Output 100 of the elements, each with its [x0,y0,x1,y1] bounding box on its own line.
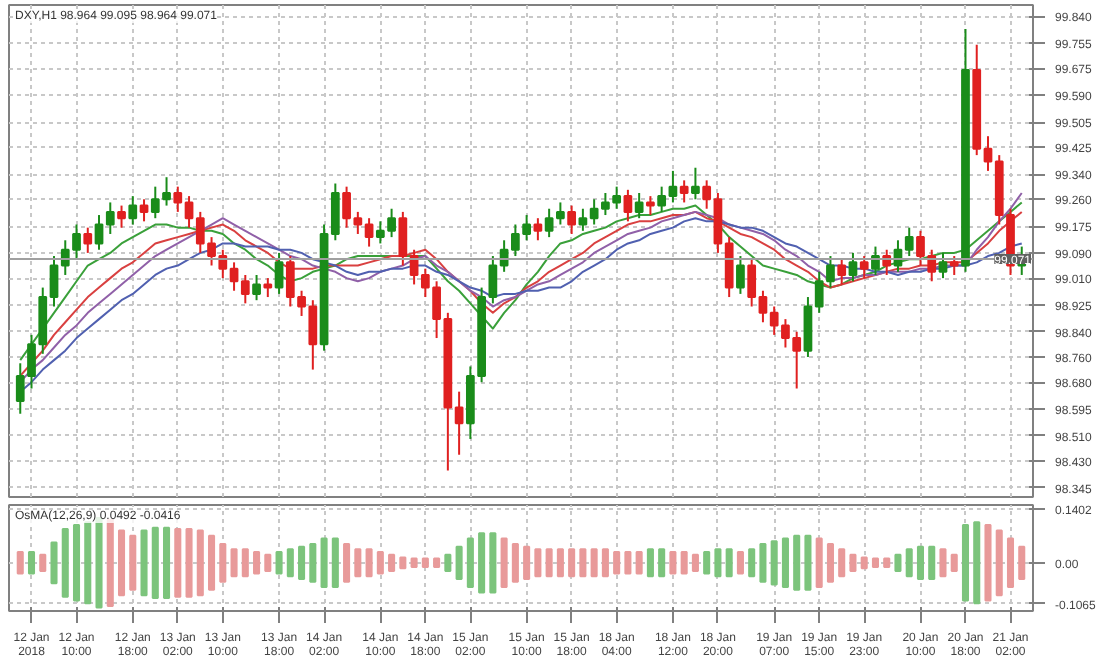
bar [804,534,812,591]
bar [185,527,193,598]
bar [61,527,69,598]
candlestick [859,255,869,280]
bar [455,545,463,581]
bar [534,548,542,578]
bar [523,545,531,581]
candlestick [848,251,858,283]
bar [871,557,879,569]
bar [759,542,767,583]
bar [343,542,351,583]
bar [399,556,407,570]
bar [815,537,823,589]
candlestick [139,198,149,223]
candlestick [837,258,847,286]
bar [500,537,508,589]
bar [27,551,36,575]
bar [275,551,283,575]
bar [354,548,362,578]
bar [916,545,924,581]
bar [725,548,733,578]
bar [174,527,182,598]
bar [388,553,396,572]
bar [241,548,249,578]
bar [376,551,384,575]
candlestick [679,179,689,204]
bar [680,551,688,575]
bar [826,542,834,583]
bar [410,557,418,569]
bar [433,557,441,569]
bar [1006,537,1015,589]
candlestick [252,273,261,302]
bar [208,534,216,591]
bar [219,542,227,583]
bar [995,529,1003,597]
bar [84,521,92,605]
bar [961,524,970,602]
bar [39,553,47,572]
bar [95,517,103,609]
candlestick [263,277,273,299]
bar [601,548,609,578]
candlestick [533,217,543,242]
candlestick [274,251,284,295]
candlestick [871,245,880,276]
bar [736,551,744,575]
bar [286,548,294,578]
bar [365,548,373,578]
bar [331,537,339,589]
bar [748,548,756,578]
bar [298,545,306,581]
bar [613,551,621,575]
bar [511,542,519,583]
bar [793,534,801,591]
bar [905,548,913,578]
bar [849,553,857,572]
bar [196,529,204,597]
bar [635,551,643,575]
bar [860,556,868,570]
bar [72,524,81,602]
candlestick [128,195,138,226]
bar [838,548,846,578]
candlestick [567,204,577,235]
bar [1018,545,1026,581]
bar [309,542,317,583]
bar [568,548,576,578]
bar [973,521,981,605]
bar [545,548,553,578]
bar [421,557,429,569]
bar [894,553,902,572]
bar [489,532,497,594]
bar [939,548,947,578]
bar [151,526,159,599]
bar [590,548,598,578]
bar [556,548,564,578]
bar [106,518,114,607]
candlestick [646,195,655,217]
bar [658,548,666,578]
bar [50,541,58,585]
bar [320,537,328,589]
candlestick [691,166,700,201]
bar [984,524,992,602]
bar [163,526,171,599]
bar [129,534,137,591]
bar [478,532,486,594]
candlestick [634,191,644,220]
bar [646,548,654,578]
candlestick [623,188,633,223]
candlestick [949,255,959,276]
bar [264,553,272,572]
bar [781,537,789,589]
bar [579,548,587,578]
bar [714,548,722,578]
bar [669,551,677,575]
bar [624,551,632,575]
bar [703,551,711,575]
bar [118,529,126,597]
candlestick [938,251,948,280]
bar [883,557,891,569]
bar [444,553,452,572]
bar [466,537,474,589]
